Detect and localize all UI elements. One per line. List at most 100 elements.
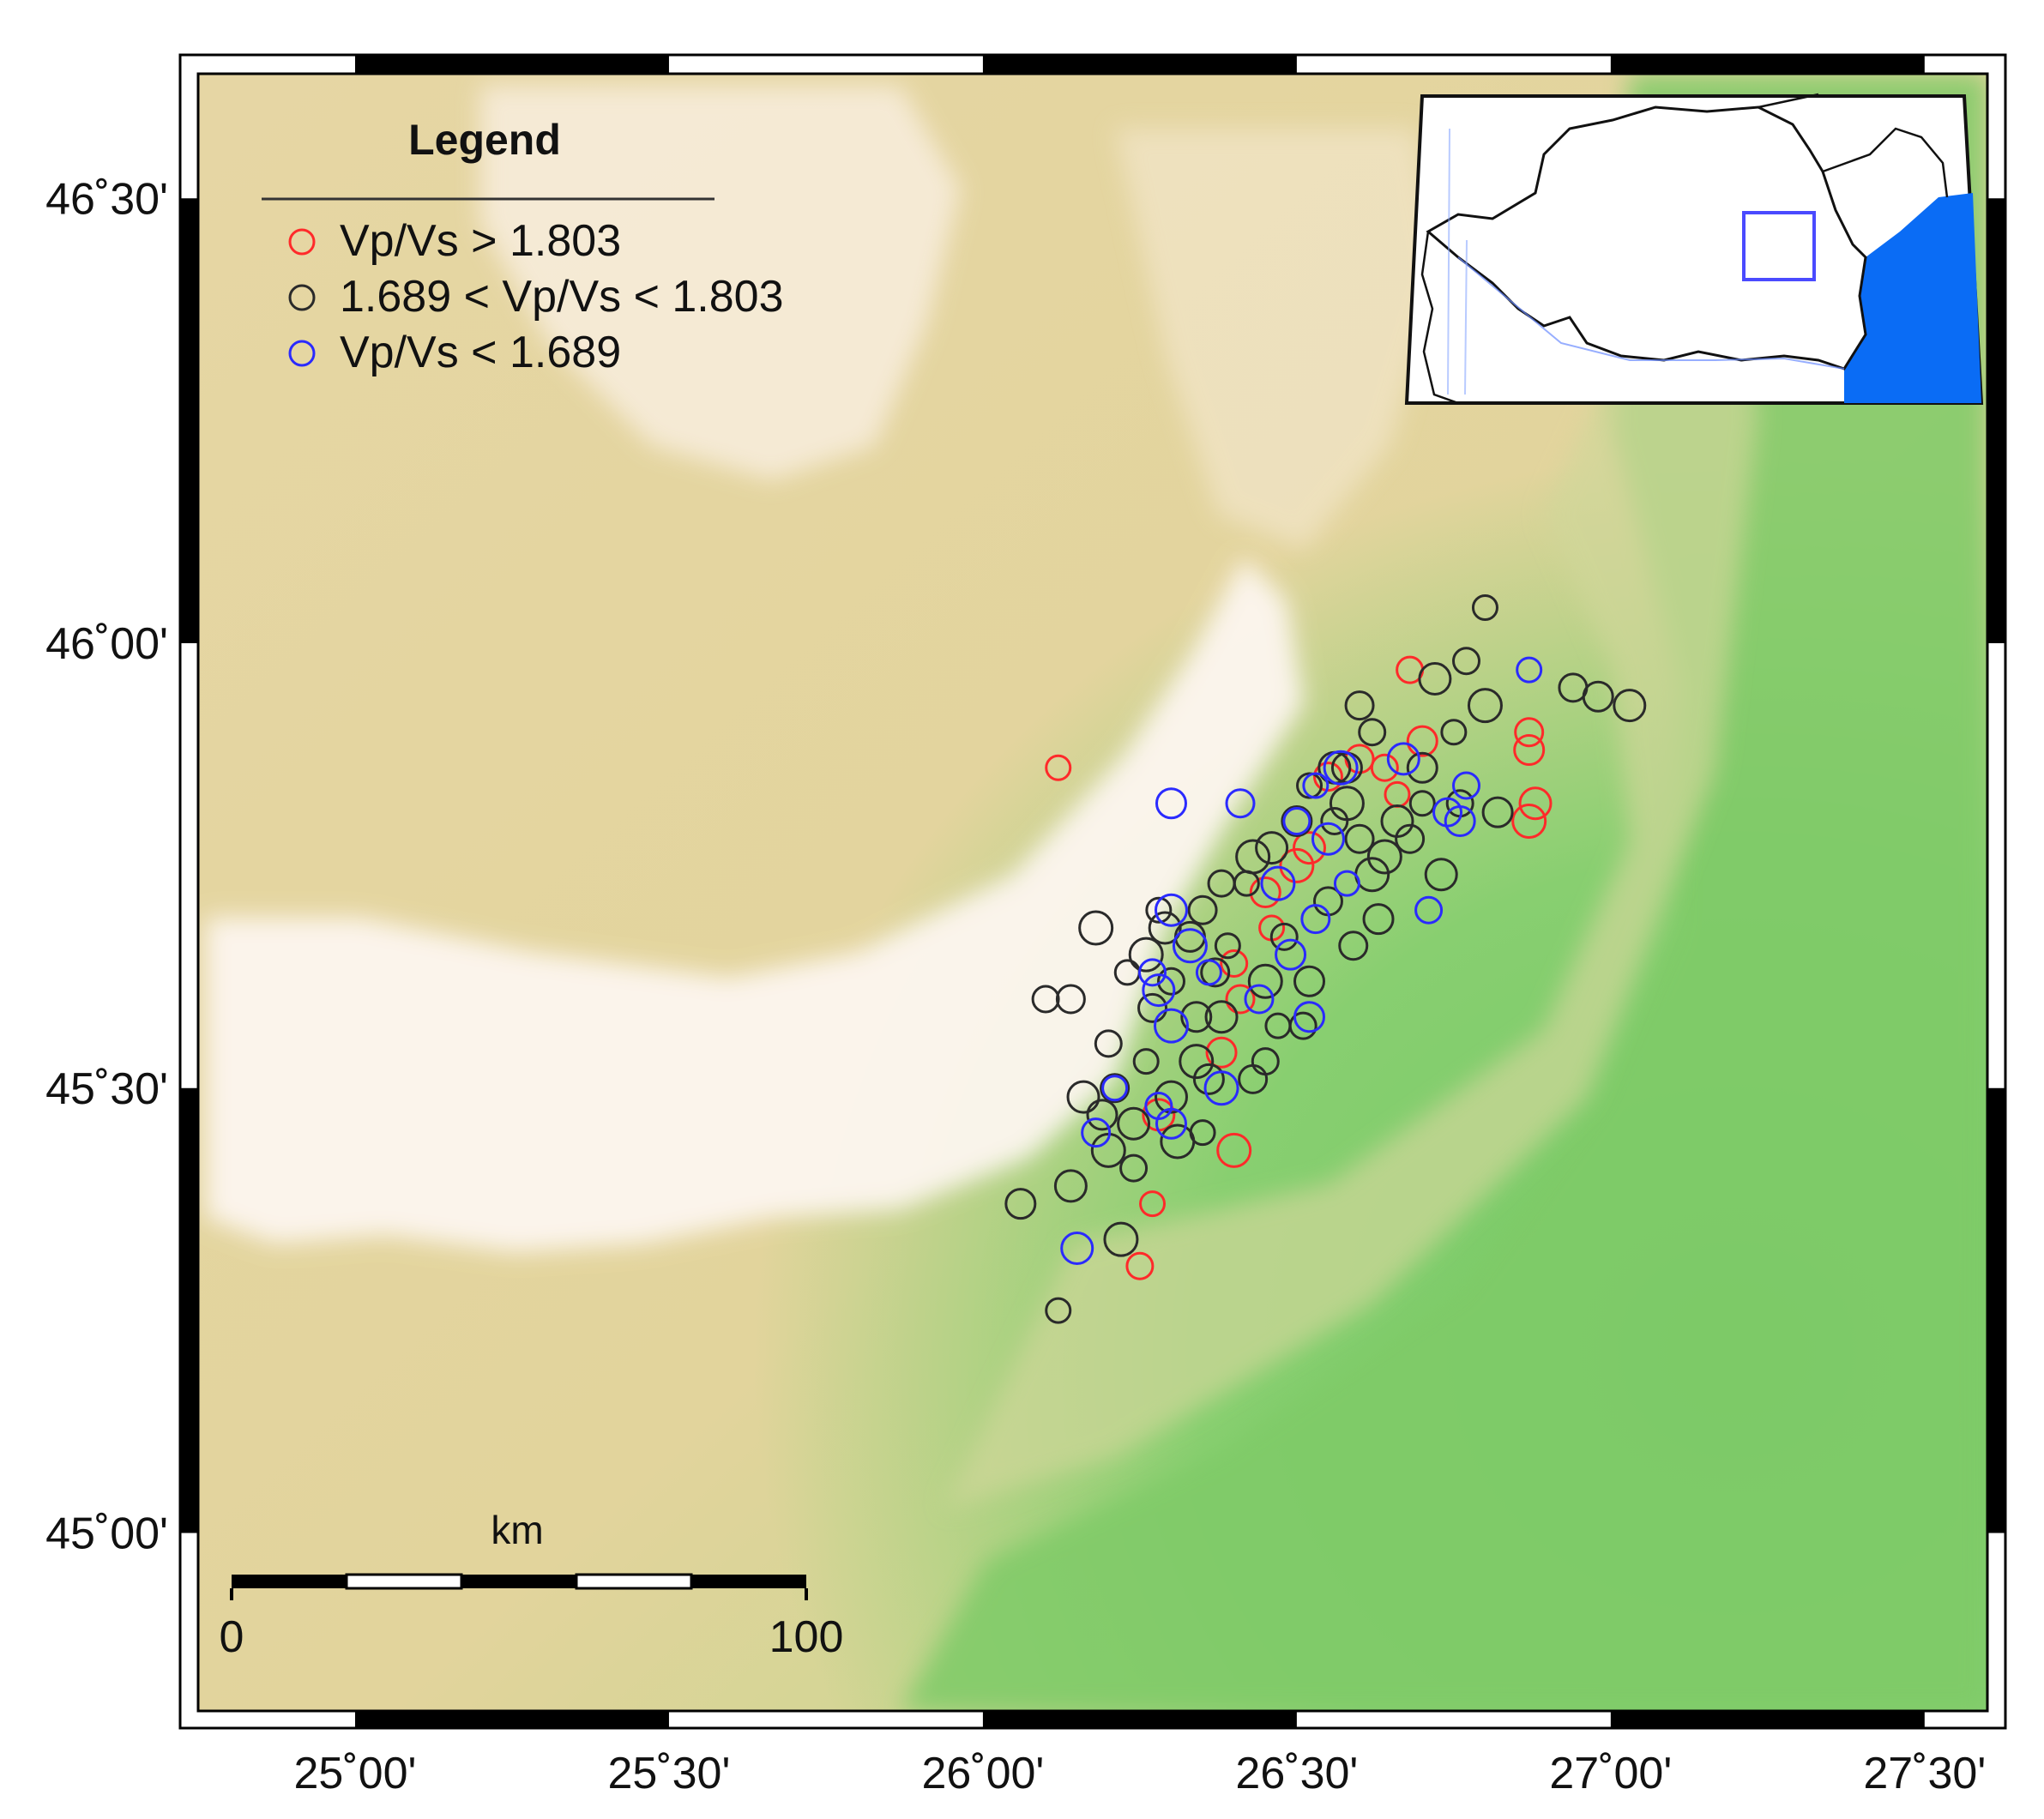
event-circle: [1195, 959, 1222, 986]
event-circle: [1203, 1070, 1239, 1106]
event-circle: [1288, 1011, 1317, 1040]
scale-bar-segments: [230, 1573, 808, 1600]
event-circle: [1156, 967, 1185, 996]
inset-west-edge-lines: [1447, 128, 1468, 395]
event-circle: [1214, 932, 1241, 960]
event-circle: [1251, 1047, 1280, 1076]
scale-segment-light: [575, 1573, 693, 1590]
event-circle: [1204, 1000, 1239, 1034]
event-circle: [1467, 688, 1503, 724]
event-circle: [1145, 896, 1173, 924]
latitude-tick-label: 45˚30': [45, 1064, 168, 1114]
event-circle: [1281, 805, 1313, 837]
legend-black-circle-icon: [288, 284, 316, 311]
latitude-tick-label: 46˚30': [45, 174, 168, 224]
legend-item-red: Vp/Vs > 1.803: [288, 216, 621, 266]
scale-segment-light: [345, 1573, 463, 1590]
event-circle: [1086, 1099, 1118, 1131]
event-circle: [1153, 1008, 1189, 1044]
legend-item-blue: Vp/Vs < 1.689: [288, 328, 621, 377]
event-circle: [1275, 938, 1307, 971]
event-circle: [1154, 893, 1188, 927]
longitude-tick-labels: 25˚00' 25˚30' 26˚00' 26˚30' 27˚00' 27˚30': [294, 1749, 1987, 1798]
event-circle: [1155, 1107, 1187, 1140]
event-circle: [1424, 858, 1458, 892]
event-circle: [1225, 984, 1256, 1015]
event-circle: [1516, 656, 1543, 684]
scale-end-label: 100: [769, 1612, 844, 1662]
event-circle: [1081, 1117, 1112, 1148]
frame-band-top: [354, 55, 669, 74]
event-circle: [1444, 805, 1476, 837]
event-circle: [1300, 904, 1331, 935]
frame-band-left: [180, 1087, 198, 1533]
event-circle: [1125, 1251, 1155, 1280]
event-circle: [1269, 922, 1299, 951]
inset-southwest-boundary: [1420, 231, 1459, 405]
event-circle: [1293, 831, 1327, 865]
event-circle: [1132, 1048, 1160, 1075]
legend-red-circle-icon: [288, 228, 316, 256]
event-circle: [1205, 1036, 1238, 1069]
event-circle: [1180, 1001, 1213, 1033]
earthquake-events: [1004, 594, 1647, 1324]
legend: Legend Vp/Vs > 1.803 1.689 < Vp/Vs < 1.8…: [262, 116, 784, 377]
event-circle: [1154, 1080, 1188, 1114]
event-circle: [1192, 1063, 1225, 1095]
event-circle: [1406, 751, 1438, 784]
event-circle: [1148, 911, 1182, 945]
event-circle: [1320, 807, 1349, 835]
inset-locator-map: [1404, 93, 1984, 405]
event-circle: [1293, 1001, 1326, 1033]
event-circle: [1296, 772, 1323, 799]
event-circle: [1247, 963, 1283, 999]
event-circle: [1451, 771, 1480, 800]
event-circle: [1613, 689, 1647, 723]
latitude-tick-label: 45˚00': [45, 1509, 168, 1559]
event-circle: [1142, 973, 1176, 1008]
frame-band-top: [1610, 55, 1925, 74]
latitude-tick-label: 46˚00': [45, 619, 168, 669]
frame-checker-bands: [180, 55, 2005, 1728]
event-circle: [1255, 831, 1289, 865]
event-circle: [1279, 847, 1315, 883]
event-circle: [1380, 804, 1414, 838]
longitude-tick-label: 25˚30': [607, 1749, 730, 1798]
event-circle: [1155, 787, 1187, 820]
event-circle: [1362, 903, 1395, 936]
white-northern-highlands: [480, 86, 961, 480]
event-circle: [1451, 647, 1480, 676]
event-circle: [1225, 788, 1256, 819]
frame-band-bottom: [354, 1711, 669, 1728]
longitude-tick-label: 26˚00': [921, 1749, 1044, 1798]
event-circle: [1187, 894, 1218, 925]
event-circle: [1103, 1221, 1139, 1257]
longitude-tick-label: 26˚30': [1235, 1749, 1358, 1798]
event-circle: [1119, 1153, 1149, 1183]
event-circle: [1481, 796, 1514, 828]
frame-band-bottom: [1610, 1711, 1925, 1728]
event-circle: [1386, 742, 1420, 776]
event-circle: [1101, 1075, 1129, 1102]
event-circle: [1172, 928, 1208, 964]
inset-river-danube: [1457, 256, 1845, 370]
event-circle: [1100, 1073, 1131, 1104]
event-circle: [1244, 984, 1275, 1015]
event-circle: [1511, 804, 1547, 839]
legend-item-label: Vp/Vs > 1.803: [340, 216, 621, 266]
event-circle: [1518, 786, 1553, 821]
event-circle: [1249, 876, 1281, 908]
inset-study-area-box: [1742, 211, 1816, 281]
event-circle: [1137, 992, 1168, 1023]
event-circle: [1370, 753, 1399, 782]
event-circle: [1220, 949, 1249, 978]
event-circle: [1344, 823, 1375, 854]
frame-band-top: [982, 55, 1297, 74]
inset-country-border: [1426, 105, 1867, 370]
event-circle: [1514, 717, 1545, 748]
legend-item-label: Vp/Vs < 1.689: [340, 328, 621, 377]
event-circle: [1060, 1232, 1094, 1265]
event-circle: [1440, 719, 1468, 746]
event-circle: [1216, 1132, 1252, 1168]
